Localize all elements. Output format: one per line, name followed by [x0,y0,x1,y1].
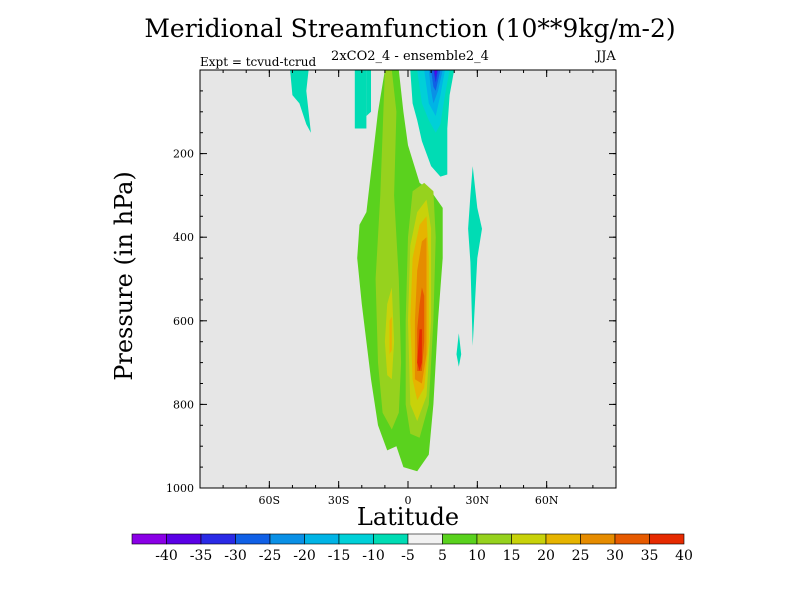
colorbar-label: -20 [293,548,316,564]
chart-subtitle: 2xCO2_4 - ensemble2_4 [331,49,489,64]
colorbar: -40 -35 -30 -25 -20 -15 -10 -5 5 10 15 20 25 30 35 40 [131,533,693,564]
colorbar-label: -25 [259,548,282,564]
colorbar-swatch [338,533,374,545]
season-label: JJA [596,49,616,64]
colorbar-label: -35 [190,548,213,564]
colorbar-label: -10 [362,548,385,564]
colorbar-label: 40 [675,548,693,564]
experiment-label: Expt = tcvud-tcrud [200,55,317,69]
x-axis-label: Latitude [356,503,460,531]
contour-region-9 [389,316,392,355]
colorbar-label: -5 [401,548,415,564]
colorbar-label: -30 [224,548,247,564]
contour-region-12 [366,70,371,116]
contour-regions [290,70,482,472]
x-tick-label: 30N [466,494,490,507]
colorbar-swatch [545,533,581,545]
y-tick-label: 200 [173,148,194,161]
colorbar-swatch [442,533,478,545]
colorbar-label: 25 [572,548,590,564]
colorbar-swatch [614,533,650,545]
colorbar-swatch [269,533,305,545]
contour-region-20 [468,166,482,346]
contour-region-8 [417,329,422,371]
colorbar-swatch [511,533,547,545]
x-tick-label: 30S [328,494,350,507]
colorbar-swatch [166,533,202,545]
contour-region-19 [434,70,437,77]
y-tick-label: 800 [173,398,194,411]
colorbar-label: 5 [438,548,447,564]
contour-region-21 [456,333,462,367]
colorbar-label: 30 [606,548,624,564]
colorbar-swatch [580,533,616,545]
chart-title: Meridional Streamfunction (10**9kg/m-2) [144,14,676,43]
colorbar-swatch [235,533,271,545]
colorbar-label: -15 [328,548,351,564]
colorbar-label: -40 [155,548,178,564]
colorbar-label: 35 [641,548,659,564]
x-tick-label: 60S [259,494,281,507]
contour-region-11 [354,70,367,129]
contour-region-1 [375,70,402,430]
x-tick-label: 60N [535,494,559,507]
x-tick-label: 0 [405,494,412,507]
colorbar-swatch [649,533,685,545]
colorbar-label: 10 [468,548,486,564]
colorbar-label: 20 [537,548,555,564]
colorbar-swatch [304,533,340,545]
colorbar-swatch [476,533,512,545]
y-tick-label: 600 [173,315,194,328]
colorbar-swatch [407,533,443,545]
colorbar-swatch [131,533,167,545]
colorbar-swatch [200,533,236,545]
colorbar-label: 15 [503,548,521,564]
y-tick-label: 1000 [166,482,194,495]
y-tick-label: 400 [173,231,194,244]
contour-region-10 [290,70,311,133]
colorbar-swatch [373,533,409,545]
axis-ticks: 60S 30S 0 30N 60N 200 400 600 800 1000 [166,70,616,507]
